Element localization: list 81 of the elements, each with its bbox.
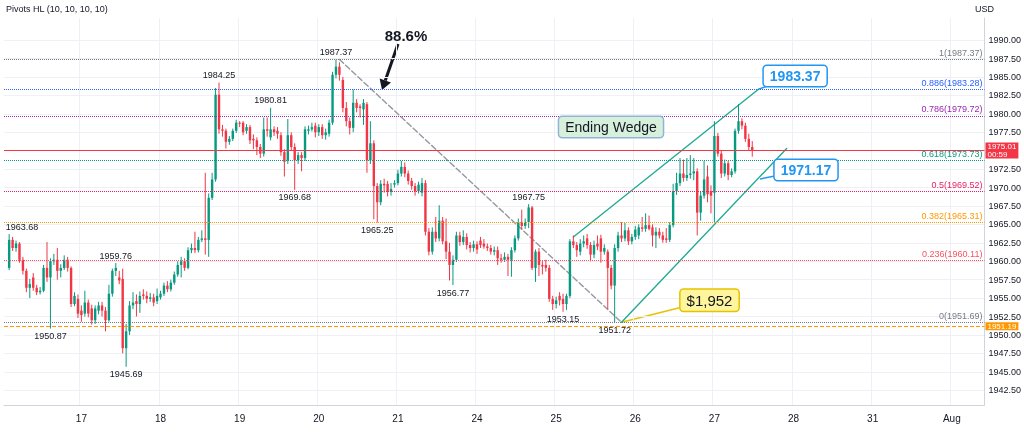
ref-line-label: 1(1987.37) — [938, 48, 983, 58]
text: 1965.25 — [360, 225, 394, 236]
candlestick — [142, 288, 145, 301]
candlestick — [204, 172, 207, 256]
y-tick-label: 1965.00 — [988, 219, 1022, 230]
x-tick-label: 31 — [867, 412, 879, 424]
x-tick-label: 28 — [787, 412, 800, 424]
y-tick-label: 1950.00 — [988, 329, 1022, 340]
annotation: 1971.17 — [780, 162, 832, 178]
text: 1984.25 — [202, 70, 236, 80]
text: 1963.68 — [5, 221, 39, 232]
candlestick — [42, 264, 45, 293]
text: 1980.81 — [254, 95, 287, 106]
candlestick — [104, 306, 107, 332]
y-tick-label: 1972.50 — [988, 164, 1022, 175]
text: 1953.15 — [546, 314, 580, 325]
candlestick — [496, 246, 499, 266]
candlestick — [527, 203, 530, 229]
candlestick — [56, 247, 59, 281]
y-tick-label: 1977.50 — [988, 127, 1022, 138]
x-tick-label: 18 — [154, 412, 167, 424]
text: 1969.68 — [278, 192, 311, 203]
text: 1950.87 — [34, 331, 67, 342]
candlestick — [682, 159, 685, 183]
candlestick — [534, 248, 537, 283]
x-tick-label: 25 — [550, 412, 563, 424]
y-tick-label: 1947.50 — [988, 348, 1022, 359]
candlestick — [620, 221, 623, 243]
x-tick-label: Aug — [942, 412, 961, 424]
y-tick-label: 1967.50 — [988, 200, 1022, 211]
ref-line-label: 1951.19 — [987, 321, 1017, 331]
x-tick-label: 26 — [629, 412, 642, 424]
x-tick-label: 24 — [471, 412, 484, 424]
text: 1987.37 — [319, 47, 353, 57]
y-tick-label: 1945.00 — [988, 366, 1022, 377]
x-tick-label: 19 — [234, 412, 246, 424]
x-tick-label: 17 — [75, 412, 88, 424]
candlestick — [431, 226, 434, 256]
candlestick — [49, 257, 52, 330]
candlestick — [269, 107, 272, 141]
ref-line-label: 1975.01 00:59 — [987, 142, 1017, 160]
y-tick-label: 1960.00 — [988, 256, 1022, 267]
candlestick — [644, 212, 647, 233]
y-axis-title: USD — [974, 3, 995, 14]
y-tick-label: 1987.50 — [988, 53, 1022, 64]
ref-line-label: 0.236(1960.11) — [922, 248, 983, 259]
x-tick-label: 27 — [708, 412, 721, 424]
candlestick — [362, 98, 365, 126]
y-tick-label: 1952.50 — [988, 311, 1022, 322]
text: Pivots HL (10, 10, 10, 10) — [6, 3, 108, 14]
text: 1967.75 — [512, 191, 545, 202]
ref-line-label: 0.382(1965.31) — [921, 210, 983, 221]
annotation: Ending Wedge — [565, 119, 657, 135]
y-tick-label: 1942.50 — [988, 385, 1022, 396]
y-tick-label: 1957.50 — [988, 274, 1022, 285]
text: 1945.69 — [109, 369, 143, 380]
y-tick-label: 1970.00 — [988, 182, 1022, 193]
annotation: 1983.37 — [769, 67, 821, 84]
y-tick-label: 1982.50 — [988, 90, 1022, 101]
y-tick-label: 1962.50 — [988, 237, 1022, 248]
annotation: $1,952 — [686, 291, 733, 309]
candlestick — [265, 117, 269, 138]
x-tick-label: 21 — [392, 412, 404, 424]
text: 1956.77 — [436, 287, 470, 298]
candlestick — [135, 293, 138, 318]
candlestick — [338, 61, 341, 82]
y-tick-label: 1955.00 — [988, 293, 1022, 304]
candlestick — [499, 253, 503, 264]
x-tick-label: 20 — [313, 412, 325, 424]
annotation: 88.6% — [384, 26, 428, 44]
ref-line-label: 0.786(1979.72) — [921, 104, 983, 115]
candlestick — [358, 103, 362, 119]
y-tick-label: 1990.00 — [988, 35, 1022, 46]
text: 1951.72 — [598, 324, 631, 335]
y-tick-label: 1980.00 — [988, 108, 1022, 119]
ref-line-label: 0.618(1973.73) — [921, 148, 983, 159]
ref-line-label: 0.5(1969.52) — [931, 179, 983, 190]
y-tick-label: 1985.00 — [988, 71, 1022, 82]
ref-line-label: 0(1951.69) — [938, 311, 983, 322]
ref-line-label: 0.886(1983.28) — [921, 78, 983, 89]
text: 1959.76 — [99, 250, 133, 261]
